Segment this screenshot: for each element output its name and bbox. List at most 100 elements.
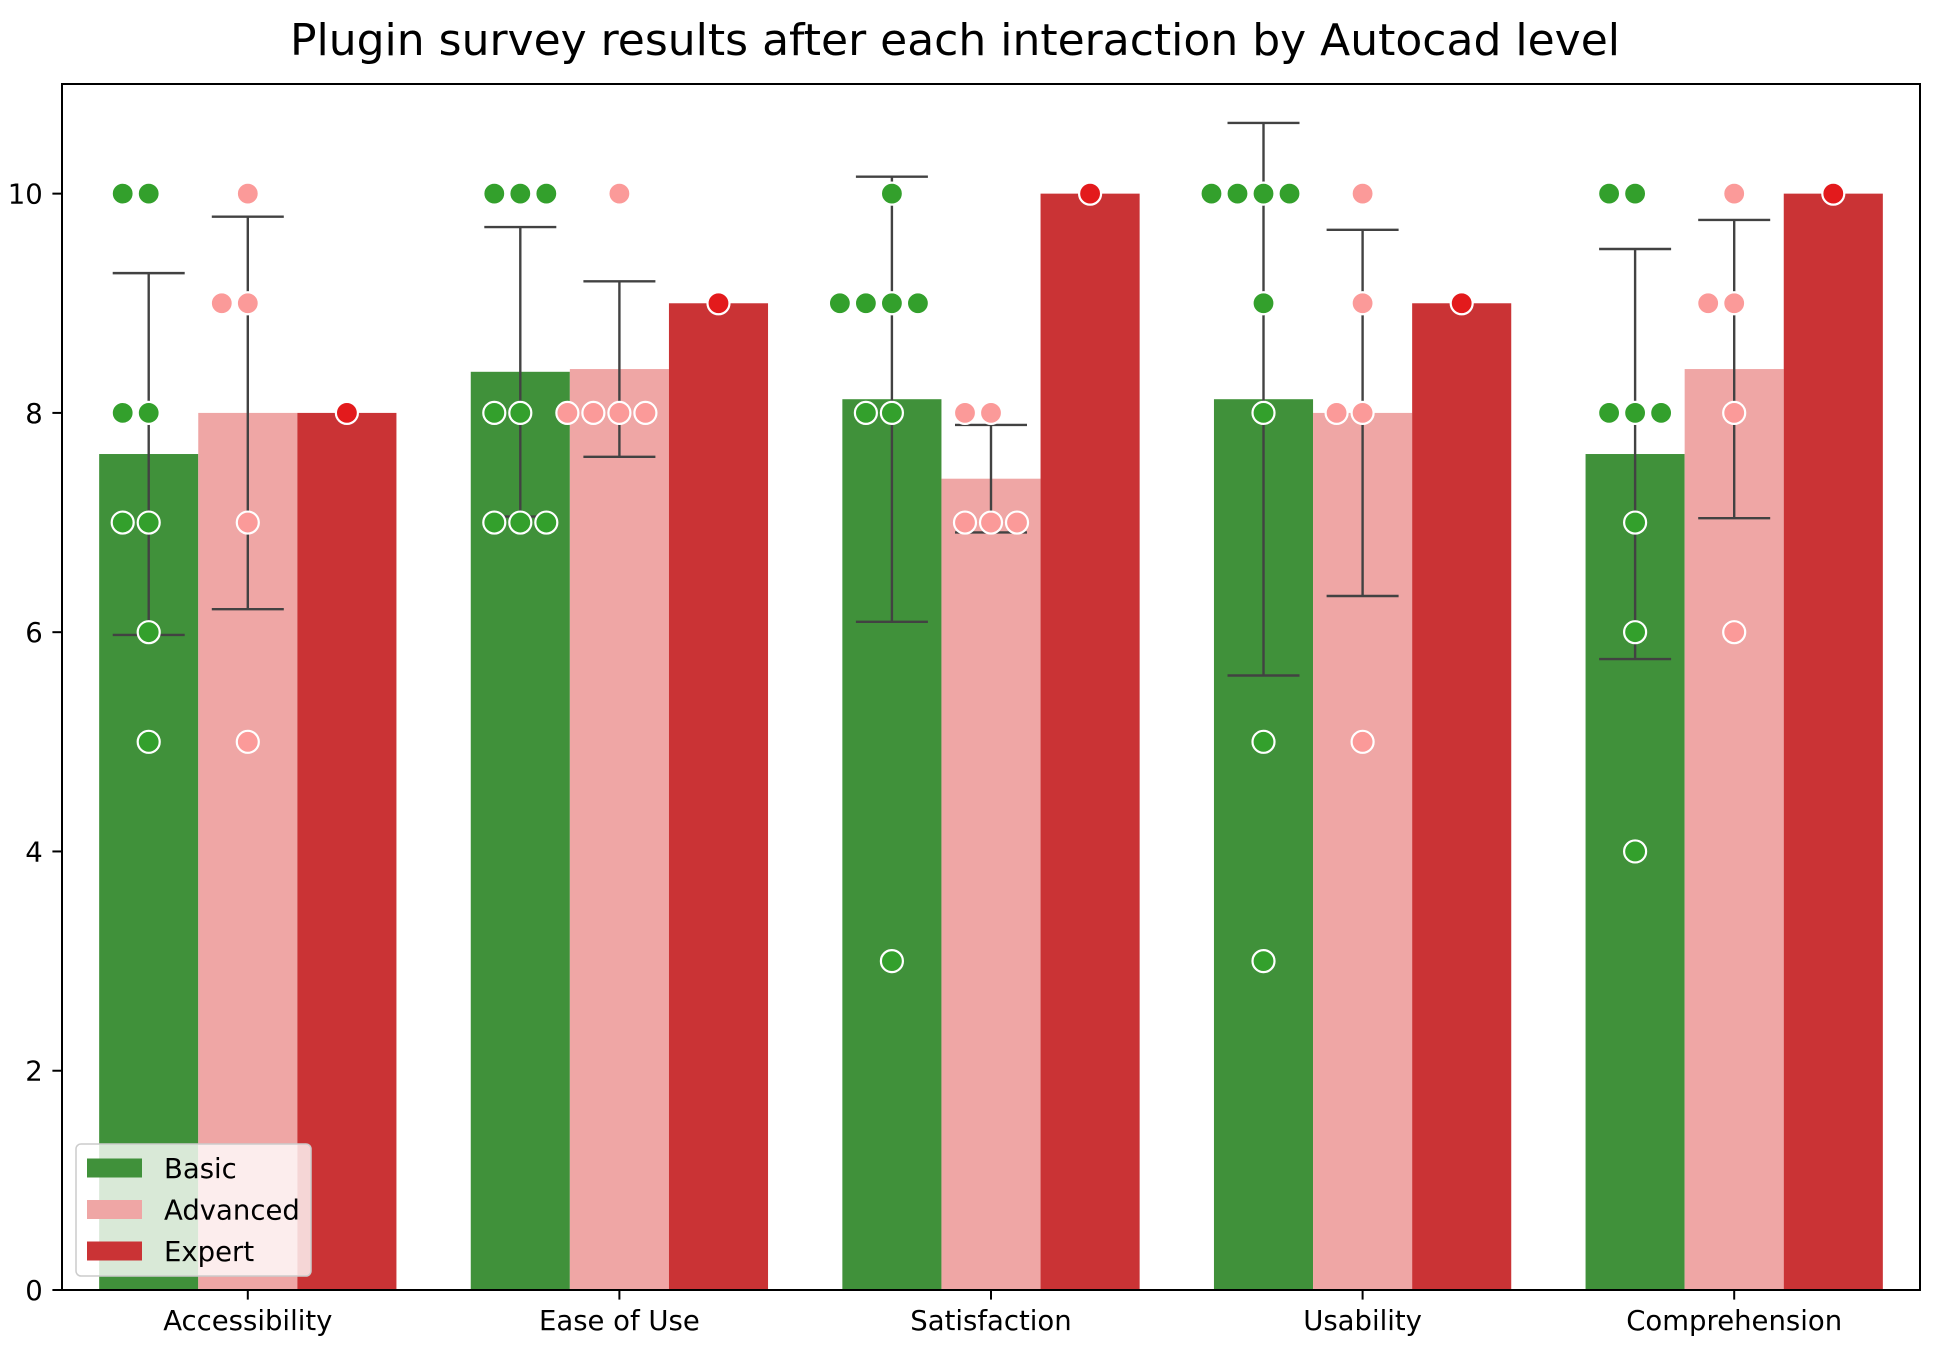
data-point-basic-usability [1225, 181, 1250, 206]
legend-entry-advanced: Advanced [87, 1195, 300, 1227]
data-point-advanced-accessibility [235, 181, 260, 206]
data-point-advanced-usability [1350, 729, 1375, 754]
legend-swatch-basic [87, 1158, 142, 1178]
data-point-basic-usability [1199, 181, 1224, 206]
error-bar-basic-usability [1227, 121, 1300, 677]
y-tick-label: 4 [25, 836, 43, 868]
legend-label-expert: Expert [164, 1236, 254, 1268]
data-point-advanced-ease-of-use [633, 400, 658, 426]
legend-swatch-advanced [87, 1200, 142, 1219]
bars-layer [99, 193, 1883, 1291]
data-point-advanced-accessibility [235, 510, 260, 535]
legend-entry-basic: Basic [87, 1153, 237, 1185]
y-tick-label: 10 [8, 179, 43, 211]
data-point-basic-accessibility [110, 400, 135, 426]
data-point-basic-satisfaction [853, 291, 878, 316]
data-point-advanced-usability [1350, 181, 1375, 206]
data-point-basic-comprehension [1623, 400, 1648, 426]
bar-advanced-comprehension [1684, 369, 1784, 1290]
data-point-advanced-satisfaction [952, 400, 978, 426]
x-tick-label-satisfaction: Satisfaction [910, 1305, 1071, 1337]
data-point-advanced-comprehension [1722, 181, 1747, 206]
data-point-advanced-accessibility [235, 729, 260, 754]
data-point-basic-comprehension [1623, 181, 1648, 206]
bar-expert-usability [1412, 303, 1512, 1291]
data-point-advanced-usability [1350, 291, 1375, 316]
data-point-basic-ease-of-use [508, 400, 533, 426]
data-point-basic-accessibility [136, 729, 161, 754]
data-point-advanced-comprehension [1696, 291, 1721, 316]
axes: 0 2 4 6 8 10 Accessibility Ease of Use Satisfact… [8, 83, 1921, 1337]
data-point-basic-accessibility [110, 181, 135, 206]
error-bar-advanced-accessibility [211, 215, 284, 611]
data-point-basic-comprehension [1649, 400, 1674, 426]
data-point-advanced-ease-of-use [607, 400, 632, 426]
data-point-advanced-satisfaction [1004, 510, 1030, 535]
data-point-advanced-satisfaction [978, 510, 1004, 535]
x-tick-label-usability: Usability [1303, 1305, 1422, 1337]
data-point-basic-accessibility [136, 620, 161, 645]
y-tick-label: 2 [25, 1056, 43, 1088]
data-point-basic-ease-of-use [534, 181, 559, 206]
data-point-advanced-comprehension [1722, 400, 1747, 426]
data-point-basic-ease-of-use [482, 400, 507, 426]
data-point-basic-usability [1251, 400, 1276, 426]
chart-title: Plugin survey results after each interac… [290, 15, 1620, 66]
error-bar-advanced-ease-of-use [583, 280, 656, 458]
data-point-basic-accessibility [136, 510, 161, 535]
data-point-advanced-comprehension [1722, 620, 1747, 645]
data-points-layer [110, 181, 1846, 974]
data-point-basic-comprehension [1623, 510, 1648, 535]
data-point-basic-satisfaction [879, 400, 905, 426]
data-point-basic-usability [1251, 181, 1276, 206]
data-point-basic-ease-of-use [482, 510, 507, 535]
data-point-basic-comprehension [1623, 620, 1648, 645]
data-point-advanced-usability [1324, 400, 1349, 426]
bar-advanced-ease-of-use [569, 369, 669, 1290]
bar-expert-comprehension [1783, 193, 1883, 1291]
legend: Basic Advanced Expert [75, 1143, 312, 1277]
bar-advanced-satisfaction [941, 478, 1041, 1290]
data-point-basic-comprehension [1623, 839, 1648, 864]
data-point-basic-satisfaction [905, 291, 931, 316]
data-point-basic-satisfaction [853, 400, 878, 426]
data-point-advanced-comprehension [1722, 291, 1747, 316]
data-point-basic-usability [1251, 291, 1276, 316]
data-point-basic-usability [1251, 729, 1276, 754]
data-point-basic-satisfaction [879, 181, 905, 206]
data-point-advanced-ease-of-use [581, 400, 606, 426]
y-tick-label: 6 [25, 617, 43, 649]
data-point-advanced-accessibility [235, 291, 260, 316]
data-point-expert-ease-of-use [706, 291, 731, 316]
error-bar-basic-comprehension [1599, 247, 1672, 661]
legend-swatch-expert [87, 1241, 142, 1261]
data-point-advanced-usability [1350, 400, 1375, 426]
data-point-basic-usability [1277, 181, 1302, 206]
bar-expert-ease-of-use [668, 303, 769, 1291]
data-point-expert-accessibility [334, 400, 359, 426]
data-point-basic-accessibility [110, 510, 135, 535]
error-bar-advanced-comprehension [1698, 218, 1771, 520]
data-point-basic-ease-of-use [482, 181, 507, 206]
data-point-basic-comprehension [1596, 181, 1622, 206]
data-point-advanced-accessibility [209, 291, 234, 316]
x-tick-label-comprehension: Comprehension [1626, 1305, 1842, 1337]
bar-expert-accessibility [297, 412, 397, 1291]
data-point-basic-satisfaction [879, 291, 905, 316]
data-point-basic-satisfaction [879, 948, 905, 974]
legend-label-basic: Basic [164, 1153, 237, 1185]
data-point-advanced-ease-of-use [555, 400, 580, 426]
data-point-basic-ease-of-use [508, 510, 533, 535]
data-point-expert-usability [1449, 291, 1474, 316]
data-point-advanced-satisfaction [978, 400, 1004, 426]
data-point-basic-accessibility [136, 400, 161, 426]
data-point-basic-ease-of-use [534, 510, 559, 535]
error-bar-basic-satisfaction [855, 175, 928, 623]
data-point-basic-satisfaction [827, 291, 852, 316]
x-tick-label-ease-of-use: Ease of Use [539, 1305, 700, 1337]
x-tick-label-accessibility: Accessibility [163, 1305, 332, 1337]
y-tick-label: 8 [25, 398, 43, 430]
data-point-basic-accessibility [136, 181, 161, 206]
data-point-expert-satisfaction [1077, 181, 1103, 206]
